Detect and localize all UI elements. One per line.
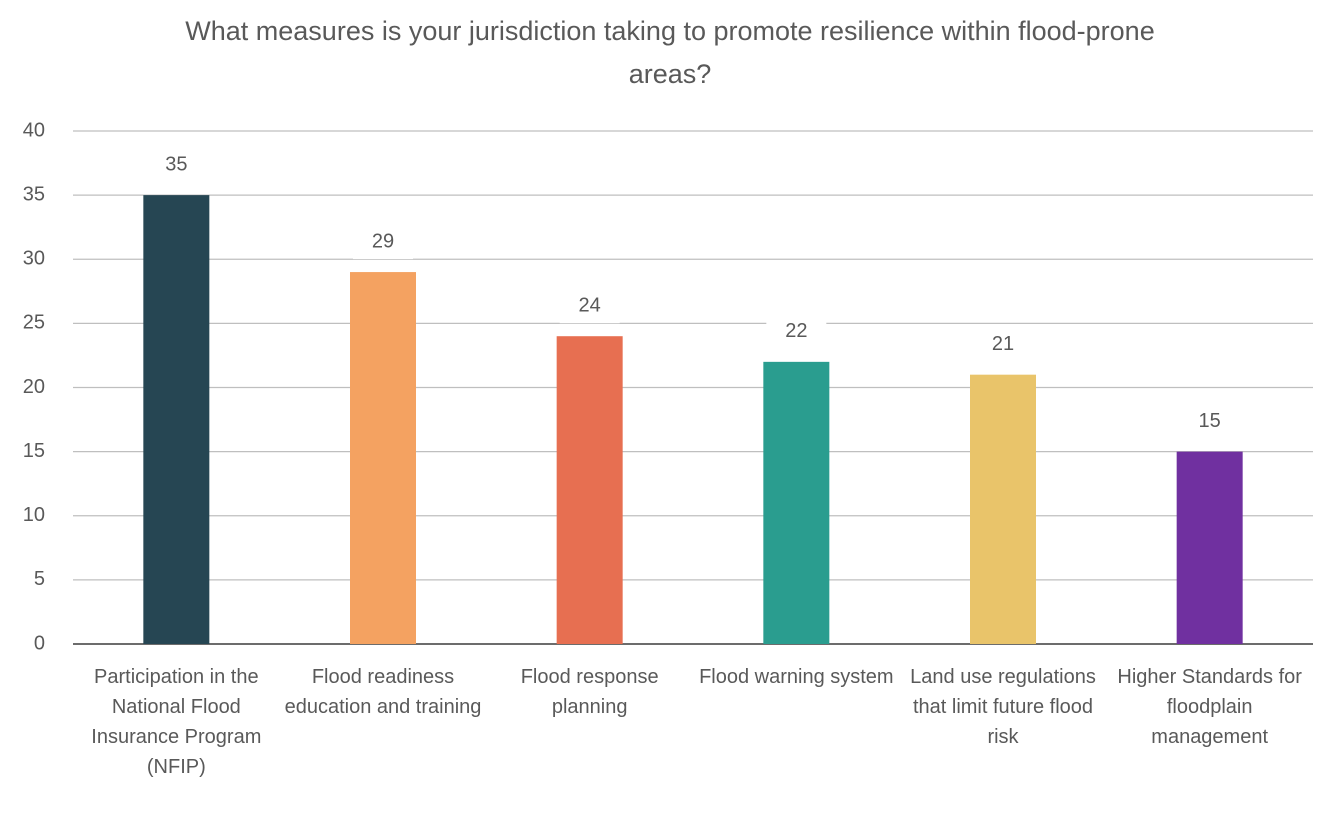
bar [350, 272, 416, 644]
bar [970, 374, 1036, 644]
x-tick-label: Higher Standards for floodplain manageme… [1117, 666, 1302, 748]
y-tick-label: 30 [23, 248, 45, 270]
data-label-bg [1179, 404, 1240, 439]
bar [763, 361, 830, 644]
bar [1176, 451, 1243, 644]
x-tick-label: Flood readiness education and training [284, 666, 482, 718]
data-label-bg [146, 148, 207, 183]
data-label-bg [973, 327, 1033, 362]
data-label: 35 [165, 153, 187, 175]
y-tick-label: 0 [34, 632, 45, 654]
bar [143, 195, 210, 644]
data-label: 29 [372, 230, 394, 252]
data-label: 24 [579, 294, 601, 316]
data-label-bg [766, 314, 827, 349]
data-label: 15 [1199, 410, 1221, 432]
y-tick-label: 25 [23, 312, 45, 334]
data-label-bg [353, 225, 413, 260]
x-tick-label: Participation in the National Flood Insu… [91, 666, 262, 778]
data-label: 21 [992, 333, 1014, 355]
x-tick-label: Flood response planning [520, 666, 659, 718]
data-label: 22 [785, 320, 807, 342]
y-tick-label: 40 [23, 119, 45, 141]
bar [556, 336, 623, 644]
y-tick-label: 10 [23, 504, 45, 526]
chart-title: What measures is your jurisdiction takin… [185, 16, 1155, 89]
y-tick-label: 20 [23, 376, 45, 398]
x-tick-label: Land use regulations that limit future f… [910, 666, 1096, 748]
x-tick-label: Flood warning system [699, 666, 894, 688]
data-label-bg [559, 289, 620, 324]
y-tick-label: 35 [23, 183, 45, 205]
y-tick-label: 5 [34, 568, 45, 590]
y-tick-label: 15 [23, 440, 45, 462]
